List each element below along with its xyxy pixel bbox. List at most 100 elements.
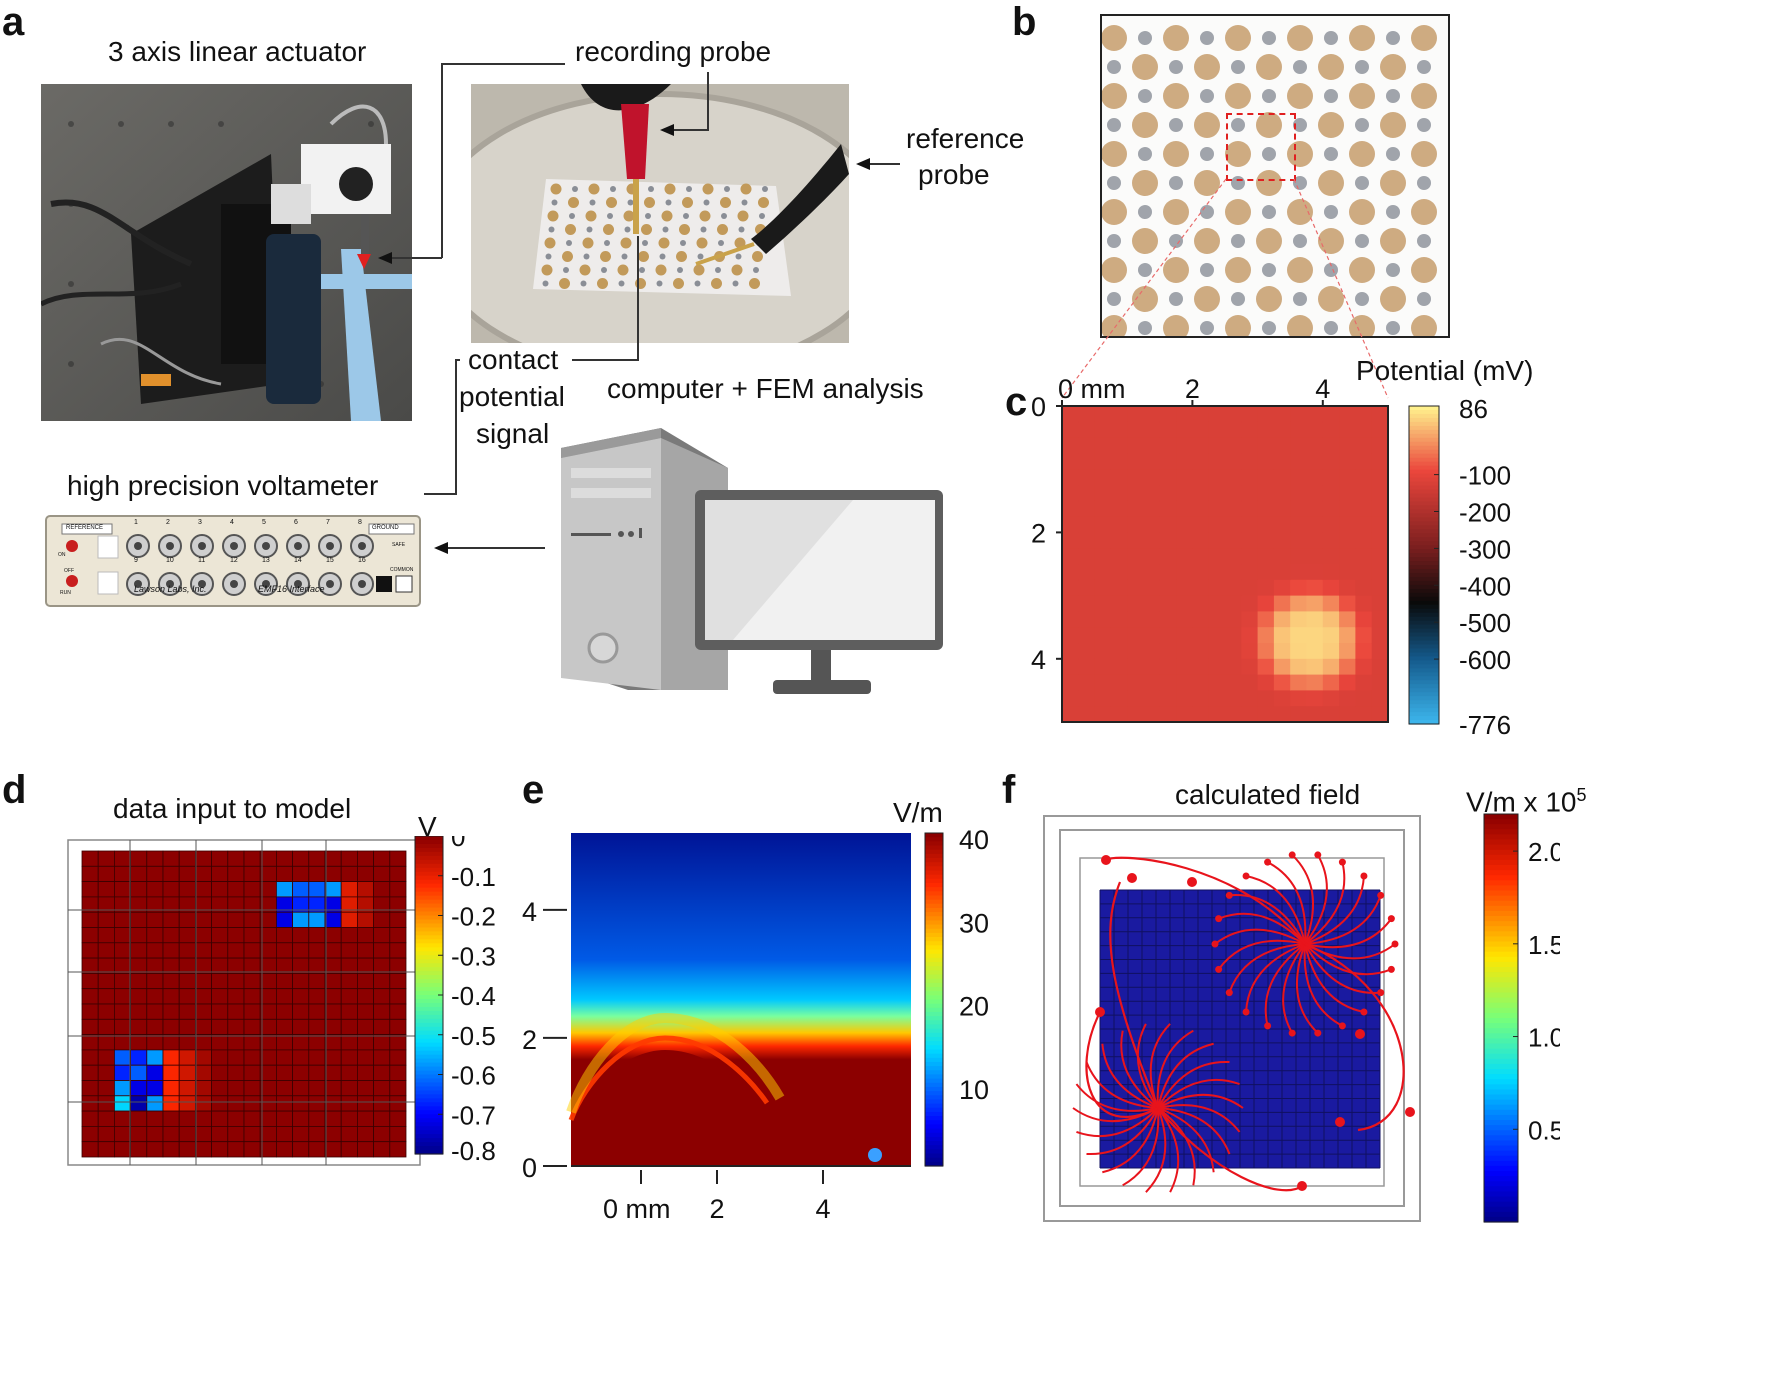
voltmeter-run-label: RUN — [60, 590, 71, 596]
colorbar-segment — [1409, 624, 1439, 630]
colorbar-segment — [925, 862, 943, 867]
heatmap-cell — [1062, 516, 1079, 533]
heatmap-cell — [373, 1034, 391, 1051]
heatmap-cell — [373, 942, 391, 959]
heatmap-cell — [1225, 627, 1242, 644]
heatmap-cell — [1062, 564, 1079, 581]
colorbar-segment — [925, 1141, 943, 1146]
heatmap-cell — [1306, 564, 1324, 581]
heatmap-cell — [356, 1110, 374, 1127]
gold-electrode — [1132, 286, 1158, 312]
colorbar-segment — [1409, 465, 1439, 471]
colorbar-segment — [415, 836, 443, 841]
heatmap-cell — [146, 972, 164, 990]
colorbar-segment — [415, 955, 443, 960]
colorbar-segment — [925, 949, 943, 955]
field-line — [1304, 943, 1392, 976]
gold-electrode — [1194, 54, 1220, 80]
sample-gray-dot — [718, 240, 724, 246]
sample-gray-dot — [700, 226, 707, 233]
colorbar-segment — [415, 1002, 443, 1008]
colorbar-segment — [1484, 1196, 1518, 1203]
heatmap-cell — [243, 1064, 261, 1081]
heatmap-cell — [1257, 421, 1275, 439]
field-line — [1245, 943, 1306, 1013]
sample-gold-dot — [582, 237, 594, 249]
colorbar-segment — [1484, 1216, 1518, 1223]
heatmap-cell — [1208, 674, 1226, 691]
heatmap-cell — [1094, 406, 1112, 423]
heatmap-cell — [1290, 516, 1308, 533]
x-tick-label: 4 — [1315, 374, 1330, 404]
heatmap-cell — [97, 1018, 115, 1036]
heatmap-cell — [1159, 706, 1177, 723]
gold-electrode — [1256, 170, 1282, 196]
heatmap-cell — [1078, 469, 1096, 486]
sample-gray-dot — [732, 280, 739, 287]
colorbar-segment — [1409, 417, 1439, 423]
heatmap-cell — [227, 1064, 245, 1081]
heatmap-cell — [114, 1095, 132, 1112]
field-arrow — [1405, 1107, 1415, 1117]
heatmap-cell — [292, 865, 310, 882]
heatmap-cell — [1371, 690, 1389, 707]
heatmap-cell — [1208, 437, 1226, 454]
gray-electrode — [1417, 176, 1431, 190]
heatmap-cell — [1355, 579, 1373, 597]
channel-label: 10 — [166, 557, 174, 564]
heatmap-cell — [97, 1095, 115, 1112]
colorbar-segment — [1484, 1007, 1518, 1014]
colorbar-segment — [1484, 859, 1518, 866]
colorbar-segment — [415, 967, 443, 972]
heatmap-cell — [1225, 532, 1242, 549]
heatmap-cell — [308, 1110, 326, 1127]
heatmap-cell — [1127, 643, 1145, 660]
heatmap-cell — [1127, 595, 1145, 612]
colorbar-segment — [415, 883, 443, 889]
heatmap-cell — [114, 1141, 132, 1158]
heatmap-cell — [146, 1080, 164, 1097]
gold-electrode — [1102, 199, 1127, 225]
heatmap-cell — [130, 1049, 148, 1066]
gold-electrode — [1287, 25, 1313, 51]
colorbar-tick-label: -0.7 — [451, 1100, 496, 1130]
heatmap-cell — [194, 1141, 212, 1158]
field-arrow — [1288, 1029, 1296, 1037]
heatmap-cell — [1225, 548, 1242, 565]
sample-gray-dot — [741, 199, 748, 206]
heatmap-cell — [340, 927, 358, 944]
heatmap-cell — [1094, 500, 1112, 518]
colorbar-segment — [1484, 1058, 1518, 1065]
heatmap-cell — [1355, 516, 1373, 533]
sample-gold-dot — [541, 264, 553, 276]
field-line — [1157, 1107, 1231, 1155]
colorbar-segment — [415, 1058, 443, 1064]
gray-electrode — [1138, 263, 1152, 277]
heatmap-cell — [81, 1018, 99, 1036]
colorbar-tick-label: -500 — [1459, 608, 1511, 638]
gray-electrode — [1138, 321, 1152, 335]
heatmap-cell — [1143, 627, 1161, 644]
heatmap-cell — [114, 911, 132, 928]
heatmap-cell — [292, 1064, 310, 1081]
gray-electrode — [1355, 60, 1369, 74]
heatmap-cell — [1322, 674, 1340, 691]
heatmap-cell — [1176, 690, 1193, 707]
heatmap-cell — [243, 942, 261, 959]
heatmap-cell — [1241, 595, 1259, 612]
sample-gold-dot — [568, 197, 579, 208]
field-line — [1303, 943, 1343, 1027]
heatmap-cell — [178, 1018, 196, 1036]
heatmap-cell — [211, 911, 229, 928]
heatmap-cell — [1078, 500, 1096, 518]
sample-gray-dot — [721, 213, 727, 219]
colorbar-segment — [925, 970, 943, 976]
y-tick-label: 4 — [1031, 645, 1046, 675]
heatmap-cell — [1192, 706, 1210, 723]
sample-gray-dot — [583, 253, 590, 260]
sample-gold-dot — [588, 183, 600, 195]
panel-label-e: e — [522, 768, 545, 812]
gray-electrode — [1262, 89, 1276, 103]
colorbar-segment — [415, 1070, 443, 1076]
heatmap-cell — [178, 1003, 196, 1020]
